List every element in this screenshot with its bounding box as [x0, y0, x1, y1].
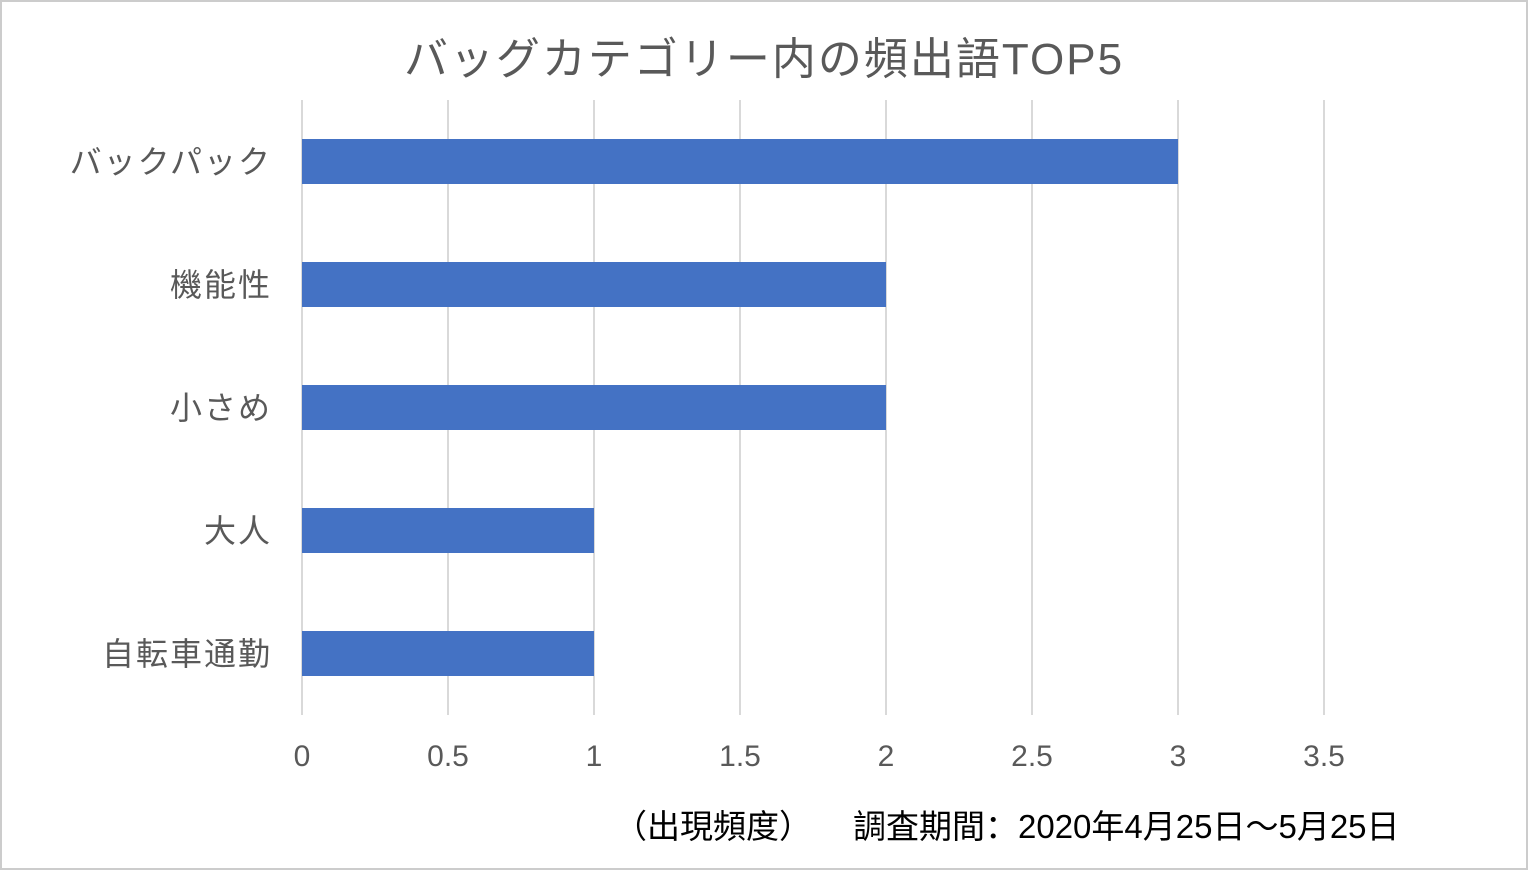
x-axis-label: （出現頻度） [614, 808, 812, 845]
x-tick-label: 0.5 [427, 740, 469, 773]
category-label: バックパック [69, 143, 272, 180]
bar-5 [302, 631, 594, 676]
x-tick-label: 2.5 [1011, 740, 1053, 773]
chart-footer: （出現頻度） 調査期間：2020年4月25日～5月25日 [2, 800, 1526, 850]
category-label: 大人 [203, 512, 272, 549]
x-tick-label: 3 [1169, 740, 1187, 773]
plot-area [301, 100, 1325, 715]
survey-period-note: 調査期間：2020年4月25日～5月25日 [853, 808, 1400, 845]
category-label: 機能性 [169, 266, 272, 303]
bar-3 [302, 385, 886, 430]
bar-2 [302, 262, 886, 307]
gridline [1323, 100, 1325, 715]
gridline [1031, 100, 1033, 715]
x-tick-label: 0 [293, 740, 311, 773]
x-tick-label: 3.5 [1303, 740, 1345, 773]
bar-4 [302, 508, 594, 553]
bar-1 [302, 139, 1178, 184]
category-label: 小さめ [169, 389, 272, 426]
x-tick-label: 1.5 [719, 740, 761, 773]
category-label: 自転車通勤 [101, 635, 272, 672]
x-tick-label: 2 [877, 740, 895, 773]
chart-title: バッグカテゴリー内の頻出語TOP5 [403, 35, 1125, 84]
gridline [885, 100, 887, 715]
gridline [1177, 100, 1179, 715]
x-tick-label: 1 [585, 740, 603, 773]
